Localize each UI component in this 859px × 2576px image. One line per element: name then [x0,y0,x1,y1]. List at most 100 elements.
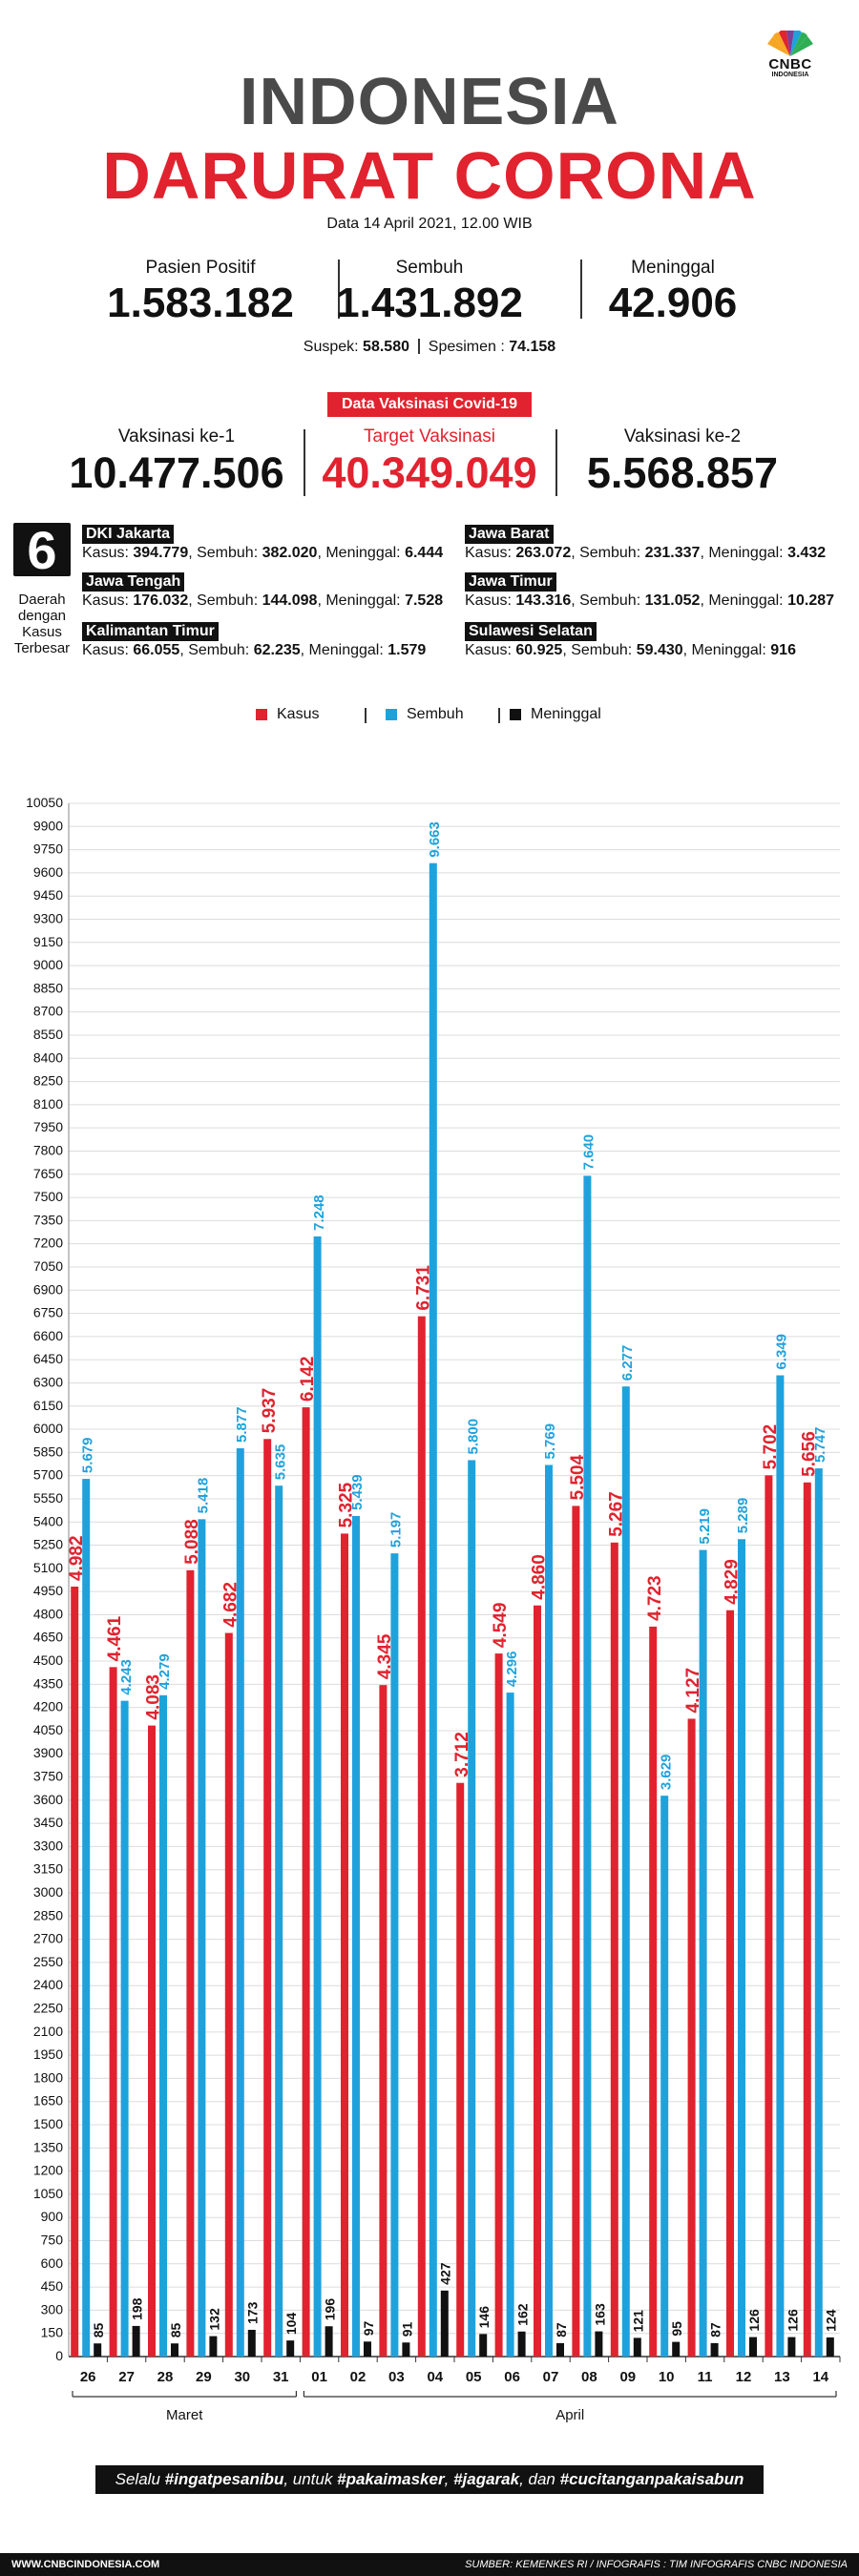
bar-meninggal [209,2336,218,2357]
kasus-value: 176.032 [133,592,189,609]
bar-kasus [572,1506,580,2357]
meninggal-value: 3.432 [787,545,827,561]
kasus-value: 60.925 [515,642,563,658]
kasus-value: 66.055 [133,642,180,658]
data-label-kasus: 3.712 [452,1732,472,1777]
region-count-label: Daerah dengan Kasus Terbesar [13,592,71,656]
y-tick-label: 3150 [33,1861,63,1877]
bar-meninggal [787,2337,796,2357]
stat-sembuh: Sembuh 1.431.892 [310,258,549,328]
x-tick-label: 10 [659,2369,675,2385]
vaccination-target-label: Target Vaksinasi [364,426,495,447]
x-tick-label: 30 [234,2369,250,2385]
meninggal-label: Meninggal: [691,642,766,658]
bar-meninggal [517,2331,526,2357]
y-tick-label: 2400 [33,1977,63,1992]
bar-sembuh [429,862,437,2357]
bar-kasus [649,1626,658,2357]
sembuh-value: 144.098 [262,592,318,609]
legend-swatch [256,709,267,720]
chart-legend: Kasus Sembuh Meninggal [0,706,859,729]
bar-kasus [456,1782,465,2357]
bar-sembuh [236,1447,244,2357]
data-label-sembuh: 7.248 [311,1195,327,1231]
slogan-bar: Selalu #ingatpesanibu, untuk #pakaimaske… [95,2465,764,2494]
stat-sembuh-value: 1.431.892 [336,280,523,326]
sembuh-value: 131.052 [644,592,701,609]
x-tick-label: 29 [196,2369,212,2385]
bar-meninggal [364,2341,371,2357]
x-tick-label: 08 [581,2369,597,2385]
data-label-kasus: 5.504 [568,1454,588,1500]
bar-kasus [302,1407,310,2357]
y-tick-label: 6000 [33,1421,63,1436]
site-url: WWW.CNBCINDONESIA.COM [11,2559,160,2570]
title-line-1: INDONESIA [240,64,619,138]
data-label-sembuh: 5.439 [349,1474,366,1510]
divider [580,260,582,319]
sembuh-label: Sembuh: [197,592,259,609]
bar-kasus [379,1685,388,2357]
data-label-sembuh: 5.800 [465,1419,481,1455]
data-label-meninggal: 91 [399,2321,414,2337]
region-name: Sulawesi Selatan [465,622,597,641]
legend-item-kasus: Kasus [256,706,319,723]
x-tick-label: 26 [80,2369,96,2385]
slogan-text: , [444,2470,450,2488]
legend-swatch [386,709,397,720]
bar-sembuh [738,1539,745,2357]
y-tick-label: 8250 [33,1073,63,1089]
y-tick-label: 4800 [33,1606,63,1621]
slogan-text: Selalu [115,2470,160,2488]
x-tick-label: 31 [273,2369,289,2385]
bar-kasus [417,1316,426,2357]
kasus-label: Kasus: [82,592,129,609]
bar-meninggal [325,2326,333,2357]
bar-sembuh [390,1553,399,2357]
stat-positif-value: 1.583.182 [107,280,294,326]
legend-item-meninggal: Meninggal [510,706,601,723]
stat-meninggal-value: 42.906 [608,280,738,326]
y-tick-label: 8700 [33,1004,63,1019]
data-label-meninggal: 97 [361,2321,376,2337]
vaccination-badge: Data Vaksinasi Covid-19 [327,392,532,417]
sembuh-value: 382.020 [262,545,318,561]
y-tick-label: 1350 [33,2139,63,2154]
meninggal-value: 7.528 [405,592,444,609]
region-item: Jawa Tengah Kasus: 176.032, Sembuh: 144.… [82,572,444,609]
y-tick-label: 5700 [33,1467,63,1483]
bar-meninggal [710,2342,719,2357]
data-label-sembuh: 4.296 [504,1652,520,1688]
data-label-meninggal: 124 [824,2309,839,2332]
data-label-kasus: 5.656 [799,1431,819,1477]
bar-meninggal [595,2331,603,2357]
data-label-sembuh: 5.747 [812,1426,828,1463]
bar-sembuh [814,1468,823,2357]
meninggal-label: Meninggal: [308,642,384,658]
sembuh-label: Sembuh: [188,642,250,658]
bar-meninggal [286,2340,295,2357]
y-tick-label: 4050 [33,1722,63,1737]
bar-kasus [109,1667,117,2357]
bar-sembuh [120,1700,129,2357]
x-tick-label: 12 [736,2369,752,2385]
data-label-kasus: 6.731 [413,1265,433,1311]
y-tick-label: 4200 [33,1699,63,1714]
y-tick-label: 900 [41,2209,64,2224]
data-label-meninggal: 132 [206,2308,221,2331]
legend-swatch [510,709,521,720]
meninggal-label: Meninggal: [325,592,401,609]
y-tick-label: 8400 [33,1049,63,1065]
meninggal-label: Meninggal: [325,545,401,561]
data-label-kasus: 4.461 [105,1615,125,1661]
y-tick-label: 4350 [33,1675,63,1691]
region-item: Jawa Timur Kasus: 143.316, Sembuh: 131.0… [465,572,835,609]
x-tick-label: 13 [774,2369,790,2385]
vaccination-1: Vaksinasi ke-1 10.477.506 [52,426,301,499]
region-name: Kalimantan Timur [82,622,219,641]
bar-sembuh [352,1515,360,2357]
data-label-kasus: 4.860 [530,1554,550,1600]
data-label-sembuh: 7.640 [581,1134,597,1171]
y-tick-label: 9900 [33,818,63,833]
data-label-kasus: 4.083 [144,1674,164,1720]
